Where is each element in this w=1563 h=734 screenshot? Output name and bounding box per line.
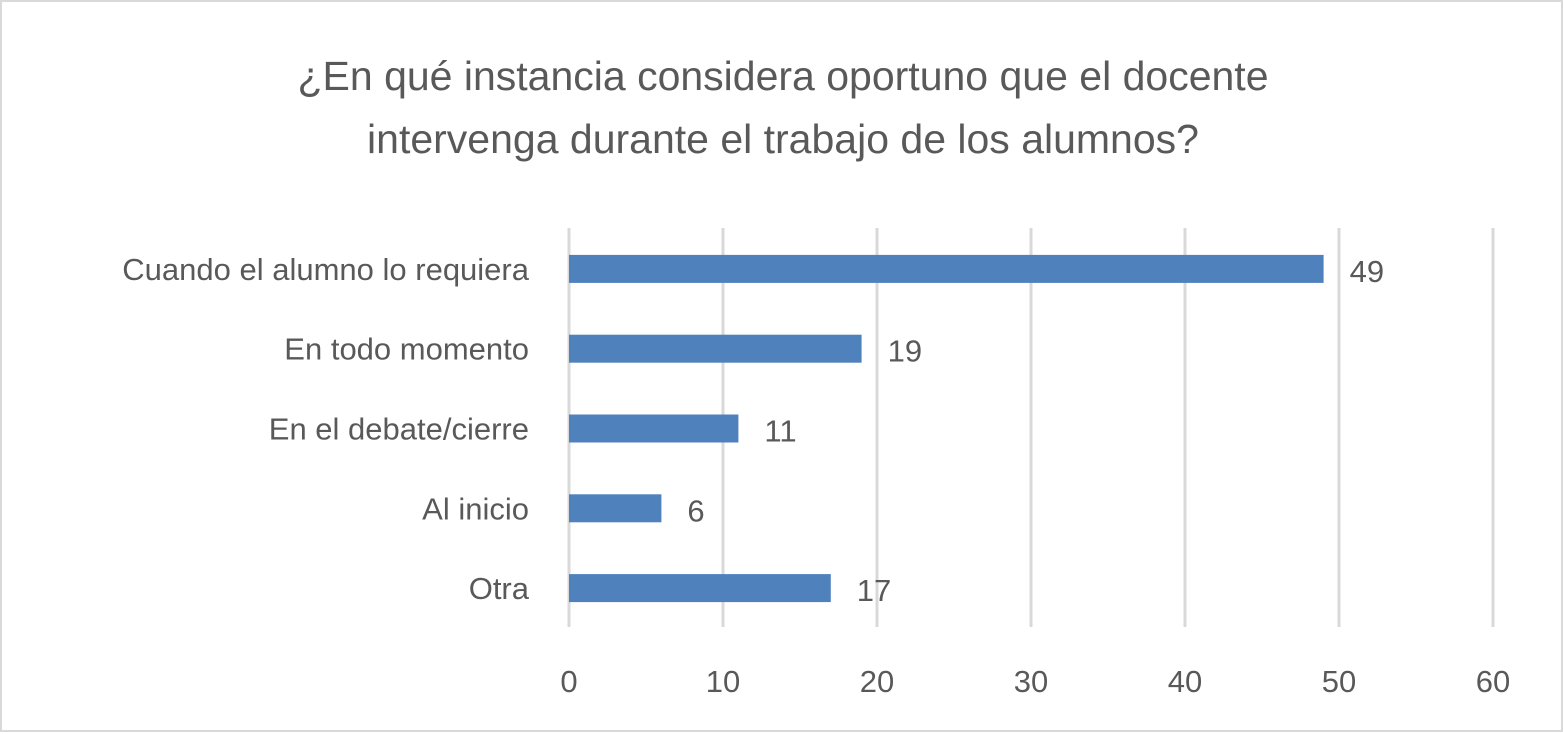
x-tick-label: 0: [560, 664, 577, 699]
bars: [569, 254, 1324, 603]
category-label: Otra: [469, 571, 530, 606]
bar: [569, 254, 1324, 283]
category-label: Cuando el alumno lo requiera: [122, 252, 529, 287]
bar: [569, 414, 739, 443]
category-label: Al inicio: [422, 491, 529, 526]
x-tick-label: 60: [1476, 664, 1510, 699]
x-tick-label: 40: [1168, 664, 1202, 699]
data-label: 11: [764, 414, 796, 449]
data-labels: 49 19 11 6 17: [687, 254, 1384, 608]
category-label: En todo momento: [284, 332, 529, 367]
chart-title-line-2: intervenga durante el trabajo de los alu…: [367, 116, 1199, 162]
data-label: 17: [857, 573, 891, 608]
bar: [569, 574, 831, 603]
x-tick-label: 10: [706, 664, 740, 699]
bar: [569, 494, 662, 523]
data-label: 19: [888, 334, 922, 369]
data-label: 49: [1350, 254, 1384, 289]
bar: [569, 334, 862, 363]
chart-title-line-1: ¿En qué instancia considera oportuno que…: [297, 53, 1268, 99]
x-tick-label: 30: [1014, 664, 1048, 699]
x-axis-tick-labels: 0 10 20 30 40 50 60: [560, 664, 1510, 699]
chart-title: ¿En qué instancia considera oportuno que…: [297, 53, 1268, 162]
data-label: 6: [687, 493, 704, 528]
category-label: En el debate/cierre: [269, 412, 529, 447]
category-labels: Cuando el alumno lo requiera En todo mome…: [122, 252, 529, 606]
x-tick-label: 20: [860, 664, 894, 699]
x-tick-label: 50: [1322, 664, 1356, 699]
gridlines: [567, 228, 1495, 627]
